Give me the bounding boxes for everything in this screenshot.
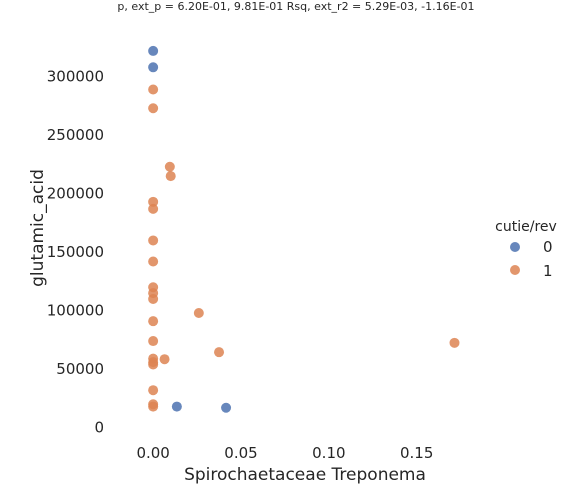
data-point-series-1 xyxy=(148,203,159,214)
data-point-series-0 xyxy=(148,45,159,56)
y-tick-label: 100000 xyxy=(47,302,104,320)
data-point-series-1 xyxy=(148,359,159,370)
data-points xyxy=(148,45,460,413)
data-point-series-1 xyxy=(148,84,159,95)
legend-title: cutie/rev xyxy=(495,219,557,235)
x-tick-label: 0.05 xyxy=(224,444,257,462)
legend-label-1: 1 xyxy=(543,262,553,280)
data-point-series-1 xyxy=(148,385,159,396)
y-tick-label: 300000 xyxy=(47,68,104,86)
x-tick-label: 0.00 xyxy=(136,444,169,462)
y-axis-label: glutamic_acid xyxy=(28,169,48,287)
data-point-series-1 xyxy=(165,171,176,182)
data-point-series-1 xyxy=(164,161,175,172)
data-point-series-1 xyxy=(148,336,159,347)
data-point-series-0 xyxy=(171,401,182,412)
data-point-series-1 xyxy=(449,337,460,348)
data-point-series-1 xyxy=(148,103,159,114)
data-point-series-1 xyxy=(159,354,170,365)
y-tick-label: 50000 xyxy=(56,360,104,378)
data-point-series-0 xyxy=(148,62,159,73)
legend: cutie/rev 0 1 xyxy=(495,219,557,280)
legend-marker-0 xyxy=(510,242,520,252)
data-point-series-1 xyxy=(148,235,159,246)
x-axis-label: Spirochaetaceae Treponema xyxy=(184,465,426,485)
data-point-series-1 xyxy=(148,293,159,304)
data-point-series-1 xyxy=(148,316,159,327)
legend-marker-1 xyxy=(510,265,520,275)
y-tick-label: 250000 xyxy=(47,126,104,144)
x-tick-label: 0.10 xyxy=(312,444,345,462)
data-point-series-1 xyxy=(193,307,204,318)
data-point-series-1 xyxy=(148,256,159,267)
y-tick-label: 150000 xyxy=(47,243,104,261)
y-tick-label: 200000 xyxy=(47,185,104,203)
legend-label-0: 0 xyxy=(543,238,553,256)
y-tick-labels: 0 50000 100000 150000 200000 250000 300000 xyxy=(47,68,104,437)
data-point-series-1 xyxy=(148,401,159,412)
x-tick-label: 0.15 xyxy=(400,444,433,462)
data-point-series-0 xyxy=(221,402,232,413)
y-tick-label: 0 xyxy=(94,419,104,437)
data-point-series-1 xyxy=(214,347,225,358)
chart-title: p, ext_p = 6.20E-01, 9.81E-01 Rsq, ext_r… xyxy=(117,0,474,13)
data-point-series-1 xyxy=(148,196,159,207)
x-tick-labels: 0.00 0.05 0.10 0.15 xyxy=(136,444,433,462)
